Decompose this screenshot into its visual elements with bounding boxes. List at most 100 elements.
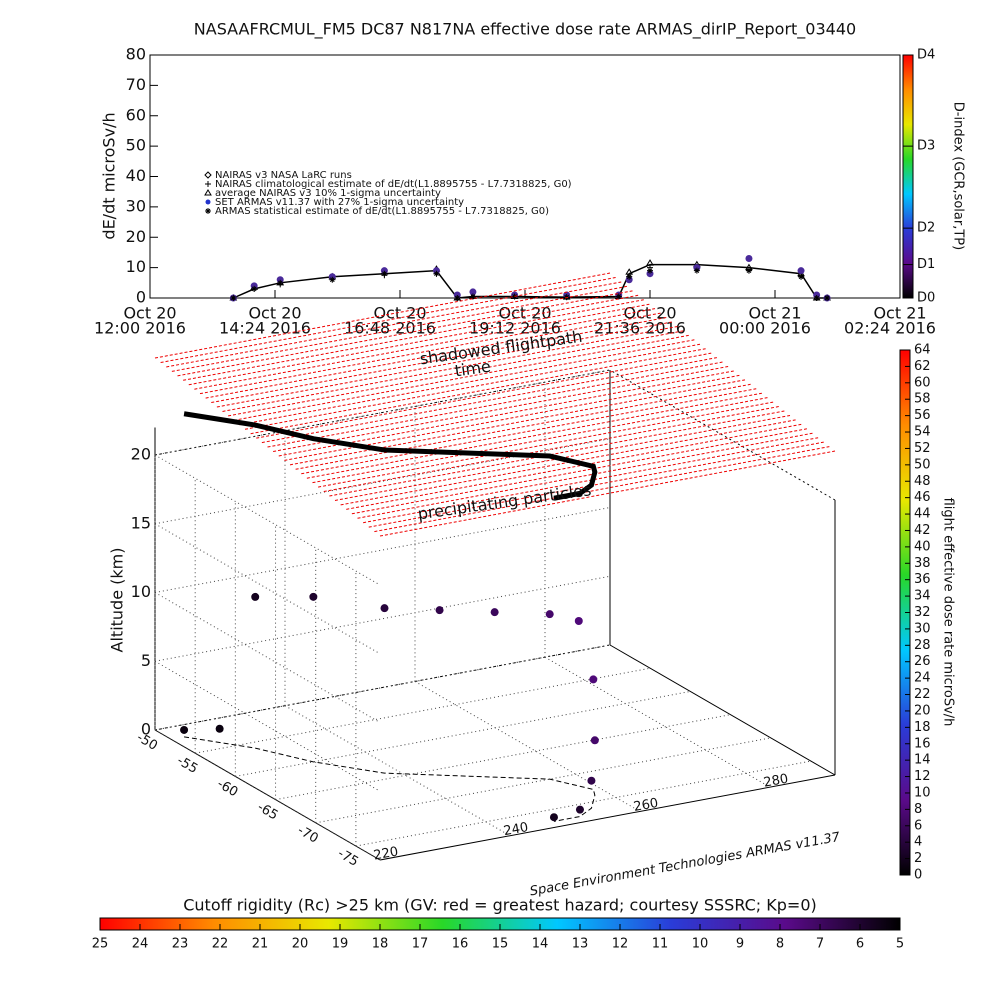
colorbar-tick-label: 60 bbox=[914, 375, 931, 390]
colorbar-tick-label: 34 bbox=[914, 589, 931, 604]
y2-tick-label: D3 bbox=[917, 139, 935, 154]
track-point bbox=[380, 604, 389, 613]
grid-line bbox=[315, 737, 771, 824]
colorbar-tick-label: 14 bbox=[914, 753, 931, 768]
rc-tick-label: 13 bbox=[572, 937, 589, 952]
grid-line bbox=[414, 680, 641, 812]
rc-plane-line bbox=[273, 366, 729, 452]
legend-symbol bbox=[204, 171, 212, 179]
colorbar-tick-label: 46 bbox=[914, 490, 931, 505]
ground-track bbox=[183, 736, 596, 822]
colorbar-tick-label: 44 bbox=[914, 507, 931, 522]
data-point bbox=[277, 279, 284, 286]
grid-line bbox=[154, 592, 381, 723]
rc-tick-label: 6 bbox=[856, 937, 864, 952]
y-tick-label: 10 bbox=[126, 257, 146, 276]
z-tick-label: 15 bbox=[131, 513, 151, 532]
track-point bbox=[589, 675, 598, 684]
colorbar-tick-label: 40 bbox=[914, 539, 931, 554]
data-point bbox=[433, 270, 440, 277]
colorbar-tick-label: 12 bbox=[914, 769, 931, 784]
data-point bbox=[230, 295, 237, 301]
x-tick-label: Oct 20 bbox=[623, 304, 676, 323]
rc-plane-line bbox=[379, 450, 836, 537]
rc-tick-label: 9 bbox=[736, 937, 744, 952]
data-point bbox=[626, 273, 633, 280]
track-point bbox=[590, 736, 599, 745]
annotation: time bbox=[454, 357, 492, 381]
legend-entry: average NAIRAS v3 10% 1-sigma uncertaint… bbox=[215, 188, 441, 199]
colorbar-tick-label: 58 bbox=[914, 392, 931, 407]
grid-line bbox=[154, 523, 381, 655]
colorbar-tick-label: 6 bbox=[914, 818, 922, 833]
rc-tick-label: 12 bbox=[612, 937, 629, 952]
shadow-track bbox=[183, 411, 598, 501]
data-point bbox=[745, 255, 753, 263]
x-tick-label: 240 bbox=[502, 820, 529, 839]
legend-symbol bbox=[204, 189, 212, 196]
rc-plane-line bbox=[244, 343, 701, 430]
rc-plane-line bbox=[295, 383, 751, 470]
colorbar-tick-label: 38 bbox=[914, 556, 931, 571]
data-point bbox=[647, 267, 653, 274]
y-tick-label: 60 bbox=[126, 105, 146, 124]
x-tick-label: Oct 20 bbox=[248, 304, 301, 323]
rc-plane-line bbox=[261, 357, 717, 444]
y-tick-label: 0 bbox=[136, 288, 146, 307]
grid-line bbox=[284, 705, 511, 837]
data-point bbox=[615, 293, 622, 300]
data-point bbox=[381, 270, 388, 277]
rc-plane-line bbox=[301, 388, 757, 475]
y-tick-label: 80 bbox=[126, 45, 146, 64]
colorbar-tick-label: 10 bbox=[914, 785, 931, 800]
rc-plane-line bbox=[228, 330, 684, 417]
grid-line bbox=[154, 507, 611, 593]
track-point bbox=[180, 725, 189, 734]
data-point bbox=[563, 294, 570, 301]
z-tick-label: 20 bbox=[131, 445, 151, 464]
rc-plane-line bbox=[194, 303, 650, 390]
rc-tick-label: 19 bbox=[332, 937, 349, 952]
box-edge bbox=[379, 774, 836, 861]
colorbar-tick-label: 2 bbox=[914, 851, 922, 866]
x-tick-label: 280 bbox=[762, 772, 789, 791]
y-tick-label: -70 bbox=[295, 823, 321, 847]
y2-axis-label: D-index (GCR,solar,TP) bbox=[951, 102, 966, 250]
z-axis-label: Altitude (km) bbox=[108, 548, 127, 653]
colorbar-tick-label: 32 bbox=[914, 605, 931, 620]
colorbar-tick-label: 62 bbox=[914, 359, 931, 374]
grid-line bbox=[154, 575, 611, 662]
rc-plane-line bbox=[312, 397, 768, 484]
x-tick-label: 14:24 2016 bbox=[219, 319, 311, 338]
rc-tick-label: 20 bbox=[292, 937, 309, 952]
colorbar-tick-label: 18 bbox=[914, 720, 931, 735]
track-point bbox=[251, 592, 260, 601]
colorbar-tick-label: 54 bbox=[914, 425, 931, 440]
x-tick-label: 00:00 2016 bbox=[719, 319, 811, 338]
colorbar-tick-label: 56 bbox=[914, 408, 931, 423]
rc-plane-line bbox=[199, 308, 656, 395]
y2-tick-label: D1 bbox=[917, 257, 935, 272]
colorbar-tick-label: 64 bbox=[914, 343, 931, 358]
rc-tick-label: 22 bbox=[212, 937, 229, 952]
colorbar-tick-label: 8 bbox=[914, 802, 922, 817]
rc-plane-line bbox=[289, 379, 746, 466]
colorbar-tick-label: 50 bbox=[914, 457, 931, 472]
legend-entry: NAIRAS climatological estimate of dE/dt(… bbox=[215, 179, 572, 190]
colorbar-tick-label: 42 bbox=[914, 523, 931, 538]
data-point bbox=[469, 293, 476, 300]
rc-plane-line bbox=[160, 277, 616, 363]
track-point bbox=[575, 805, 584, 814]
grid-line bbox=[154, 729, 381, 861]
y2-tick-label: D2 bbox=[917, 221, 935, 236]
x-tick-label: Oct 21 bbox=[873, 304, 926, 323]
y-tick-label: 20 bbox=[126, 227, 146, 246]
colorbar-tick-label: 4 bbox=[914, 835, 922, 850]
z-tick-label: 5 bbox=[141, 651, 151, 670]
rc-plane-line bbox=[368, 441, 824, 528]
rc-tick-label: 7 bbox=[816, 937, 824, 952]
rc-plane-line bbox=[306, 392, 762, 479]
grid-line bbox=[154, 454, 381, 586]
x-tick-label: Oct 20 bbox=[123, 304, 176, 323]
track-point bbox=[309, 592, 318, 601]
